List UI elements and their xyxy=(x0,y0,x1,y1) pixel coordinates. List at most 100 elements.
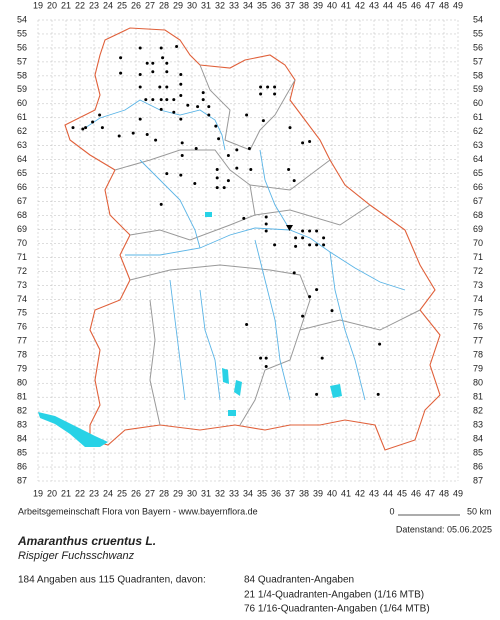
occurrence-dot xyxy=(131,131,135,135)
occurrences xyxy=(71,45,382,396)
rivers xyxy=(84,99,406,401)
occurrence-dot xyxy=(376,392,380,396)
column-label: 19 xyxy=(33,0,43,10)
occurrence-dot xyxy=(222,186,226,190)
occurrence-dot xyxy=(273,243,277,247)
occurrence-dot xyxy=(201,98,205,102)
occurrence-dot xyxy=(138,85,142,89)
row-label: 68 xyxy=(17,210,27,220)
column-label: 44 xyxy=(383,0,393,10)
row-label: 78 xyxy=(17,350,27,360)
occurrence-dot xyxy=(179,117,183,121)
occurrence-dot xyxy=(154,138,158,142)
grid xyxy=(37,19,459,482)
occurrence-dot xyxy=(98,113,102,117)
column-label: 19 xyxy=(33,488,43,498)
row-label: 86 xyxy=(17,461,27,471)
column-label: 40 xyxy=(327,488,337,498)
occurrence-dot xyxy=(235,166,239,170)
row-label: 57 xyxy=(17,56,27,66)
column-label: 48 xyxy=(439,0,449,10)
column-label: 47 xyxy=(425,0,435,10)
occurrence-dot xyxy=(261,119,265,123)
occurrence-dot xyxy=(145,61,149,65)
occurrence-dot xyxy=(194,147,198,151)
occurrence-dot xyxy=(207,105,211,109)
occurrence-dot xyxy=(159,46,163,50)
occurrence-dot xyxy=(264,222,268,226)
column-label: 39 xyxy=(313,0,323,10)
column-label: 41 xyxy=(341,0,351,10)
district-borders xyxy=(114,64,421,426)
occurrence-dot xyxy=(315,229,319,233)
column-label: 46 xyxy=(411,0,421,10)
occurrence-dot xyxy=(226,179,230,183)
column-label: 21 xyxy=(61,0,71,10)
common-name: Rispiger Fuchsschwanz xyxy=(18,550,135,562)
occurrence-dot xyxy=(214,124,218,128)
column-label: 20 xyxy=(47,488,57,498)
occurrence-dot xyxy=(119,56,123,60)
lakes xyxy=(38,212,342,447)
occurrence-dot xyxy=(179,82,183,86)
row-label: 76 xyxy=(473,322,483,332)
row-label: 63 xyxy=(17,140,27,150)
occurrence-dot xyxy=(322,236,326,240)
column-label: 30 xyxy=(187,0,197,10)
occurrence-dot xyxy=(264,229,268,233)
scale-end: 50 km xyxy=(467,506,492,516)
credit: Arbeitsgemeinschaft Flora von Bayern - w… xyxy=(18,506,258,516)
column-label: 28 xyxy=(159,0,169,10)
scale-start: 0 xyxy=(389,506,394,516)
grid-labels: 19 19 20 20 21 21 22 22 23 23 24 24 25 25 26 26 27 27 28 28… xyxy=(17,0,483,498)
occurrence-dot xyxy=(159,107,163,111)
column-label: 30 xyxy=(187,488,197,498)
species-name: Amaranthus cruentus L. xyxy=(17,534,156,548)
occurrence-dot xyxy=(259,356,263,360)
occurrence-dot xyxy=(186,103,190,107)
row-label: 59 xyxy=(473,84,483,94)
column-label: 34 xyxy=(243,488,253,498)
occurrence-dot xyxy=(151,61,155,65)
row-label: 72 xyxy=(473,266,483,276)
row-label: 61 xyxy=(17,112,27,122)
row-label: 54 xyxy=(17,14,27,24)
row-label: 81 xyxy=(17,392,27,402)
occurrence-dot xyxy=(138,72,142,76)
occurrence-dot xyxy=(179,173,183,177)
occurrence-dot xyxy=(180,141,184,145)
column-label: 29 xyxy=(173,488,183,498)
column-label: 26 xyxy=(131,0,141,10)
occurrence-dot xyxy=(138,117,142,121)
column-label: 37 xyxy=(285,0,295,10)
row-label: 77 xyxy=(473,336,483,346)
column-label: 47 xyxy=(425,488,435,498)
occurrence-dot xyxy=(264,215,268,219)
column-label: 32 xyxy=(215,0,225,10)
occurrence-dot xyxy=(259,92,263,96)
bavaria-border xyxy=(64,27,441,451)
row-label: 55 xyxy=(473,28,483,38)
row-label: 87 xyxy=(17,475,27,485)
occurrence-dot xyxy=(145,133,149,137)
occurrence-dot xyxy=(144,98,148,102)
occurrence-dot xyxy=(119,71,123,75)
row-label: 54 xyxy=(473,14,483,24)
occurrence-dot xyxy=(175,45,179,49)
column-label: 23 xyxy=(89,488,99,498)
occurrence-dot xyxy=(165,85,169,89)
row-label: 62 xyxy=(473,126,483,136)
occurrence-dot xyxy=(245,323,249,327)
occurrence-dot xyxy=(193,181,197,185)
row-label: 71 xyxy=(473,252,483,262)
row-label: 63 xyxy=(473,140,483,150)
row-label: 79 xyxy=(17,364,27,374)
row-label: 59 xyxy=(17,84,27,94)
column-label: 25 xyxy=(117,0,127,10)
row-label: 86 xyxy=(473,461,483,471)
row-label: 79 xyxy=(473,364,483,374)
occurrence-dot xyxy=(308,243,312,247)
occurrence-dot xyxy=(159,98,163,102)
occurrence-dot xyxy=(201,91,205,95)
occurrence-dot xyxy=(315,243,319,247)
